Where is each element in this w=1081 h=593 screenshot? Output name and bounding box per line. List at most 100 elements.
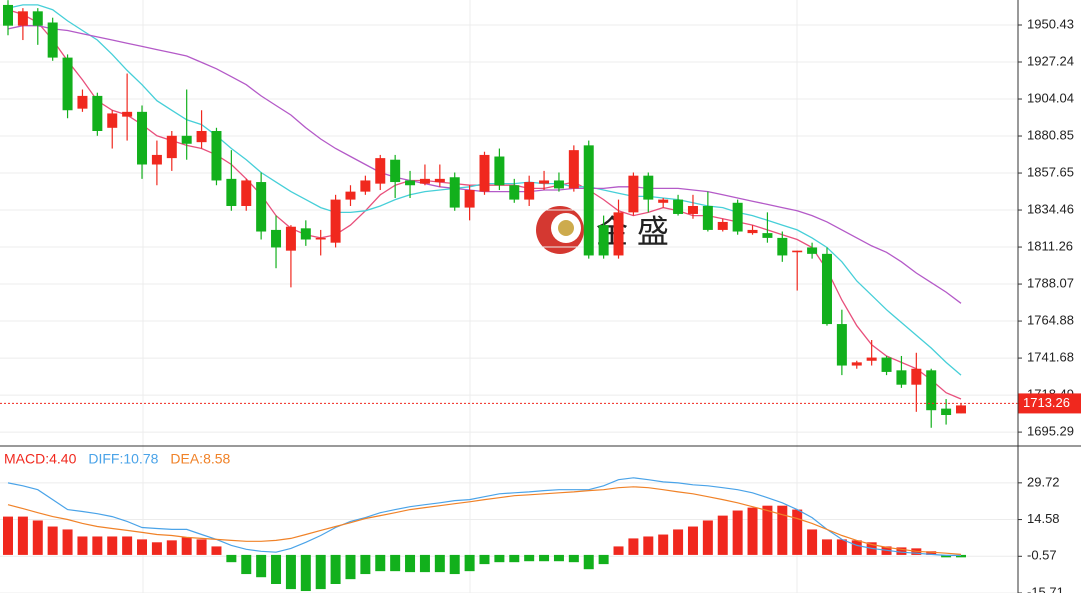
candle-body: [285, 226, 296, 251]
macd-bar: [92, 536, 103, 555]
macd-bar: [3, 516, 13, 555]
macd-bar: [807, 529, 818, 555]
candle-body: [92, 95, 103, 131]
macd-bar: [494, 554, 505, 563]
macd-bar: [285, 554, 296, 590]
macd-bar: [419, 554, 430, 573]
candle-body: [17, 11, 28, 26]
candle-body: [747, 229, 758, 234]
macd-bar: [345, 554, 356, 580]
macd-bar: [762, 505, 773, 555]
candle-body: [181, 135, 192, 144]
macd-bar: [360, 554, 371, 575]
macd-bar: [821, 539, 832, 555]
candle-body: [271, 229, 282, 248]
candle-body: [777, 237, 788, 256]
candle-body: [360, 180, 371, 192]
candle-body: [32, 11, 43, 26]
macd-bar: [196, 539, 207, 555]
macd-bar: [330, 554, 341, 585]
macd-bar: [702, 520, 713, 555]
macd-bar: [271, 554, 282, 585]
macd-bar: [479, 554, 490, 565]
macd-bar: [628, 538, 639, 555]
candle-body: [330, 199, 341, 243]
candle-body: [122, 111, 133, 117]
macd-bar: [717, 515, 728, 555]
macd-bar: [583, 554, 594, 570]
candle-body: [226, 178, 237, 206]
macd-bar: [464, 554, 475, 572]
y-tick-label: 1834.46: [1027, 201, 1074, 216]
macd-bar: [405, 554, 416, 573]
candle-body: [300, 228, 311, 240]
candle-body: [881, 357, 892, 372]
y-tick-label: 1788.07: [1027, 275, 1074, 290]
candle-body: [62, 57, 73, 111]
macd-bar: [107, 536, 118, 555]
macd-bar: [226, 554, 237, 563]
y-tick-label: 1857.65: [1027, 164, 1074, 179]
candle-body: [315, 237, 326, 240]
candle-body: [166, 135, 177, 159]
candle-body: [553, 180, 564, 189]
candle-body: [434, 178, 445, 183]
candle-body: [390, 159, 401, 183]
candle-body: [464, 190, 475, 208]
line: [7, 486, 962, 555]
candle-body: [896, 370, 907, 385]
macd-bar: [137, 539, 148, 555]
macd-bar: [896, 547, 907, 555]
macd-bar: [241, 554, 252, 575]
candle-body: [151, 154, 162, 165]
y-tick-label: 1764.88: [1027, 312, 1074, 327]
macd-bar: [836, 539, 847, 555]
candle-body: [47, 22, 58, 58]
y-tick-label: 1950.43: [1027, 16, 1074, 31]
candle-body: [539, 180, 550, 184]
macd-bar: [658, 534, 669, 555]
y-tick-label: 1695.29: [1027, 424, 1074, 439]
candle-body: [911, 368, 922, 385]
macd-bar: [449, 554, 460, 575]
candle-body: [77, 95, 88, 109]
candle-body: [375, 158, 386, 184]
candle-body: [851, 362, 862, 366]
logo: [536, 206, 584, 254]
y-tick-label: 1811.26: [1027, 238, 1073, 253]
candle-body: [405, 180, 416, 186]
candle-body: [345, 191, 356, 200]
candle-body: [762, 233, 773, 238]
macd-bar: [613, 546, 624, 555]
macd-bar: [598, 554, 609, 565]
logo-dot: [558, 220, 574, 236]
candle-body: [137, 111, 148, 165]
candle-body: [717, 221, 728, 230]
y-tick-label: 14.58: [1027, 511, 1060, 526]
macd-bar: [300, 554, 311, 592]
candle-body: [821, 253, 832, 325]
macd-bar: [32, 520, 43, 555]
macd-bar: [17, 516, 28, 555]
candle-body: [598, 225, 609, 256]
candle-body: [687, 205, 698, 214]
y-tick-label: 1741.68: [1027, 350, 1074, 365]
macd-bar: [524, 554, 535, 562]
macd-bar: [956, 554, 966, 558]
y-tick-label: 29.72: [1027, 474, 1060, 489]
macd-bar: [47, 526, 58, 555]
line: [7, 477, 961, 556]
line: [7, 9, 962, 400]
candle-body: [494, 156, 505, 186]
candle-body: [211, 130, 222, 181]
candle-body: [3, 4, 13, 26]
candle-body: [479, 154, 490, 192]
macd-bar: [687, 526, 698, 555]
y-tick-label: -15.71: [1027, 584, 1064, 593]
candle-body: [628, 175, 639, 213]
macd-bar: [732, 510, 743, 555]
candle-body: [836, 324, 847, 366]
candle-body: [658, 199, 669, 203]
y-tick-label: 1927.24: [1027, 53, 1074, 68]
